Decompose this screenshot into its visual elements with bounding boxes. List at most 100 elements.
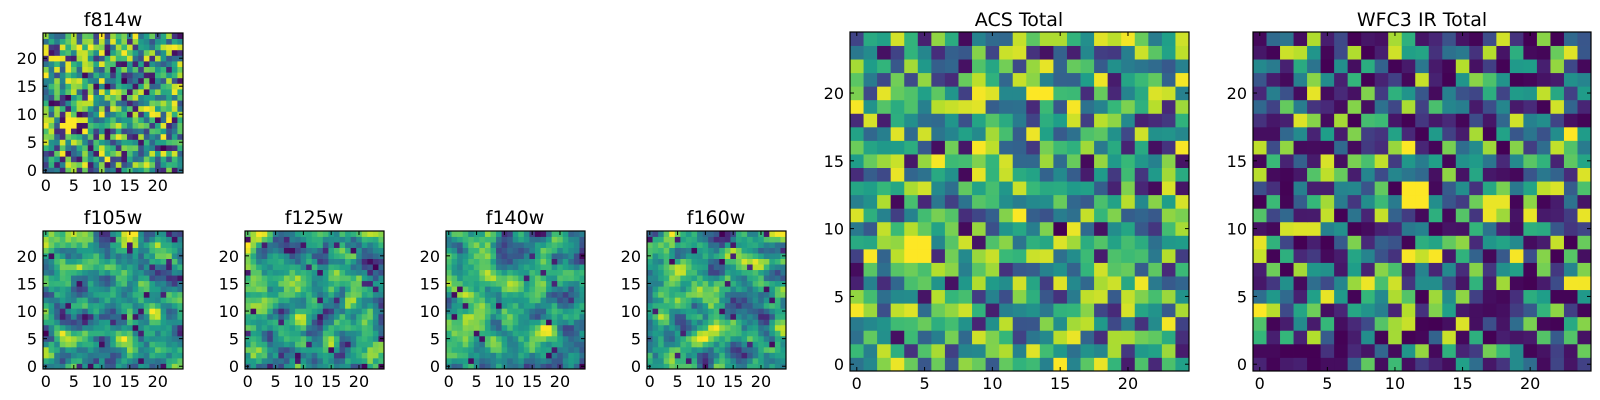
heatmap-cell-f814w	[93, 161, 100, 168]
heatmap-cell-wfc3-ir-total	[1577, 154, 1592, 168]
heatmap-cell-acs-total	[931, 154, 946, 168]
heatmap-cell-f160w	[680, 242, 687, 248]
heatmap-cell-f160w	[647, 357, 653, 364]
heatmap-cell-acs-total	[904, 194, 919, 209]
heatmap-cell-f105w	[121, 286, 128, 293]
heatmap-cell-wfc3-ir-total	[1334, 276, 1349, 291]
heatmap-cell-f140w	[534, 335, 541, 342]
heatmap-cell-f160w	[719, 313, 726, 320]
heatmap-cell-f105w	[115, 363, 122, 370]
heatmap-cell-f160w	[780, 291, 787, 298]
heatmap-cell-f105w	[93, 253, 100, 259]
heatmap-cell-f125w	[350, 308, 357, 315]
heatmap-cell-f814w	[54, 150, 61, 157]
heatmap-cell-f125w	[261, 363, 268, 370]
heatmap-cell-f125w	[372, 280, 379, 287]
heatmap-cell-f814w	[54, 105, 61, 112]
heatmap-cell-f105w	[143, 291, 150, 298]
heatmap-cell-f814w	[110, 49, 117, 56]
heatmap-cell-acs-total	[958, 32, 973, 46]
heatmap-cell-f814w	[99, 89, 105, 95]
heatmap-cell-wfc3-ir-total	[1509, 45, 1524, 60]
heatmap-cell-f125w	[256, 302, 263, 309]
heatmap-cell-f814w	[149, 49, 156, 56]
heatmap-cell-f140w	[546, 247, 553, 254]
heatmap-cell-f105w	[71, 352, 77, 359]
heatmap-cell-f814w	[99, 117, 105, 123]
heatmap-cell-wfc3-ir-total	[1428, 32, 1443, 46]
heatmap-cell-f140w	[579, 357, 586, 364]
heatmap-cell-f160w	[763, 357, 770, 364]
heatmap-cell-f160w	[741, 269, 748, 276]
heatmap-cell-f160w	[769, 231, 776, 237]
heatmap-cell-f814w	[43, 72, 49, 79]
heatmap-cell-acs-total	[999, 357, 1014, 372]
heatmap-cell-f105w	[138, 324, 145, 331]
heatmap-cell-f160w	[735, 297, 742, 304]
heatmap-cell-f160w	[708, 335, 715, 342]
heatmap-cell-f105w	[93, 269, 100, 276]
heatmap-cell-wfc3-ir-total	[1577, 126, 1592, 141]
heatmap-cell-f160w	[713, 275, 720, 282]
heatmap-cell-f105w	[149, 308, 156, 315]
heatmap-cell-f814w	[110, 105, 117, 112]
heatmap-cell-wfc3-ir-total	[1401, 262, 1416, 277]
heatmap-cell-f105w	[160, 242, 167, 248]
heatmap-cell-f160w	[713, 352, 720, 359]
heatmap-cell-f125w	[311, 319, 318, 326]
heatmap-cell-wfc3-ir-total	[1401, 221, 1416, 236]
heatmap-cell-f140w	[479, 363, 486, 370]
heatmap-cell-f140w	[523, 341, 530, 348]
heatmap-cell-f125w	[278, 363, 285, 370]
heatmap-cell-f814w	[82, 49, 89, 56]
heatmap-cell-f140w	[496, 269, 502, 276]
heatmap-cell-f160w	[758, 346, 765, 353]
heatmap-cell-f814w	[82, 38, 89, 45]
heatmap-cell-acs-total	[999, 113, 1014, 128]
heatmap-cell-f814w	[166, 49, 173, 56]
heatmap-cell-f105w	[132, 258, 139, 265]
heatmap-cell-acs-total	[1161, 289, 1176, 304]
heatmap-cell-wfc3-ir-total	[1442, 167, 1457, 182]
heatmap-cell-f814w	[59, 128, 66, 135]
heatmap-cell-f814w	[76, 128, 83, 135]
heatmap-cell-f140w	[546, 346, 553, 353]
heatmap-cell-wfc3-ir-total	[1320, 59, 1335, 74]
heatmap-cell-f814w	[177, 122, 184, 129]
heatmap-cell-wfc3-ir-total	[1347, 140, 1362, 155]
heatmap-cell-acs-total	[863, 316, 878, 331]
heatmap-cell-acs-total	[1039, 303, 1054, 318]
heatmap-cell-acs-total	[1039, 59, 1054, 74]
heatmap-cell-f160w	[685, 264, 692, 271]
heatmap-cell-wfc3-ir-total	[1266, 357, 1281, 372]
heatmap-cell-f140w	[540, 280, 547, 287]
heatmap-cell-acs-total	[1148, 276, 1163, 291]
heatmap-cell-f105w	[59, 236, 66, 243]
heatmap-cell-f814w	[138, 94, 145, 101]
heatmap-cell-f105w	[155, 330, 161, 337]
heatmap-cell-acs-total	[1134, 303, 1149, 318]
heatmap-cell-wfc3-ir-total	[1293, 167, 1308, 182]
heatmap-cell-f125w	[322, 308, 329, 315]
heatmap-cell-f814w	[127, 122, 133, 129]
heatmap-cell-f125w	[311, 247, 318, 254]
heatmap-cell-acs-total	[1121, 45, 1136, 60]
heatmap-cell-wfc3-ir-total	[1563, 303, 1578, 318]
heatmap-cell-f160w	[691, 324, 698, 331]
heatmap-cell-f814w	[149, 44, 156, 51]
heatmap-cell-f125w	[272, 275, 279, 282]
heatmap-cell-wfc3-ir-total	[1482, 126, 1497, 141]
heatmap-cell-f140w	[529, 313, 536, 320]
heatmap-cell-wfc3-ir-total	[1550, 276, 1565, 291]
heatmap-cell-f814w	[121, 66, 128, 73]
heatmap-cell-wfc3-ir-total	[1442, 221, 1457, 236]
heatmap-cell-f814w	[93, 38, 100, 45]
heatmap-cell-f140w	[540, 313, 547, 320]
heatmap-cell-f814w	[104, 161, 111, 168]
heatmap-cell-wfc3-ir-total	[1334, 357, 1349, 372]
heatmap-cell-f160w	[713, 264, 720, 271]
heatmap-cell-f125w	[317, 341, 324, 348]
heatmap-cell-f140w	[546, 363, 553, 370]
heatmap-cell-f814w	[48, 156, 55, 163]
